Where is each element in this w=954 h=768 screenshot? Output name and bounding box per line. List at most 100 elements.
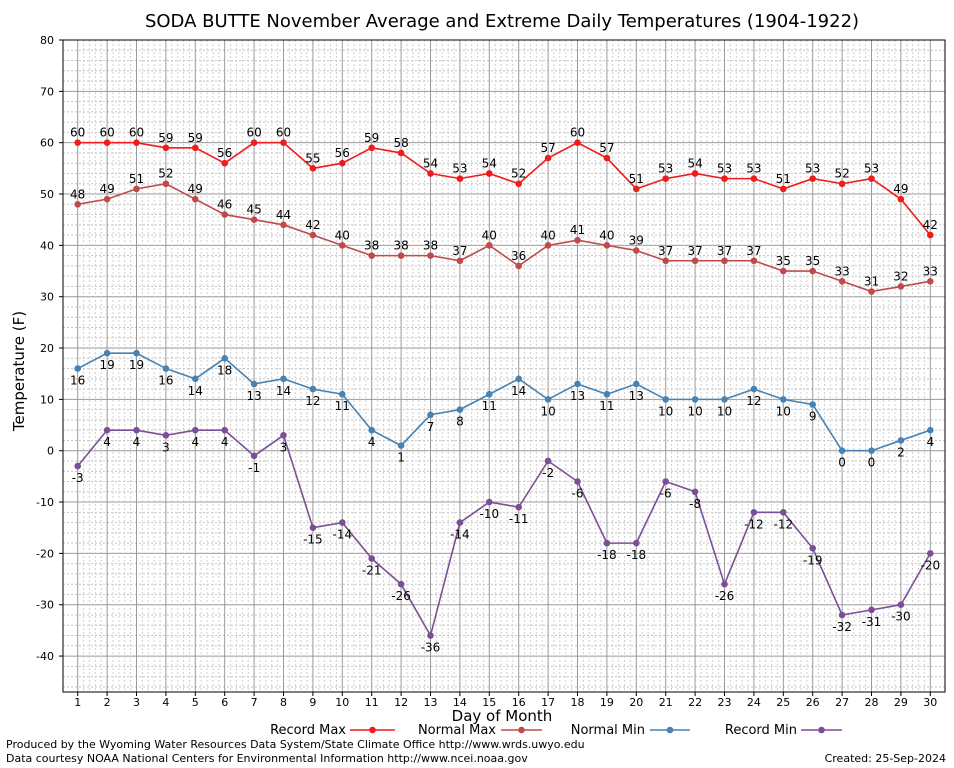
record-max-point	[456, 175, 464, 182]
x-tick-label: 17	[541, 696, 555, 709]
legend-label-record-max: Record Max	[270, 723, 346, 738]
record-min-data-label: 4	[103, 435, 111, 449]
legend-marker-normal-min	[666, 726, 674, 734]
record-min-point	[868, 606, 875, 614]
record-min-data-label: -12	[744, 517, 764, 531]
normal-min-point	[603, 390, 611, 398]
normal-max-data-label: 31	[864, 275, 879, 289]
record-max-data-label: 54	[482, 156, 497, 170]
record-max-data-label: 59	[364, 131, 379, 145]
plot-area-frame	[62, 39, 946, 693]
x-tick-label: 7	[251, 696, 258, 709]
record-min-point	[927, 550, 934, 557]
normal-max-data-label: 37	[687, 244, 702, 258]
record-max-point	[280, 139, 287, 146]
y-tick-label: 80	[40, 34, 54, 47]
record-min-data-label: -14	[450, 528, 470, 542]
record-min-data-label: 4	[191, 435, 199, 449]
record-max-point	[339, 159, 346, 167]
normal-min-point	[133, 349, 140, 357]
record-max-point	[162, 144, 170, 152]
normal-max-point	[662, 257, 669, 265]
normal-min-data-label: 16	[158, 374, 173, 388]
record-max-data-label: 54	[687, 156, 702, 170]
normal-min-point	[544, 396, 552, 403]
y-tick-label: 70	[40, 85, 54, 98]
normal-max-data-label: 35	[776, 254, 791, 268]
x-tick-label: 2	[104, 696, 111, 709]
record-max-data-label: 59	[158, 131, 173, 145]
normal-min-data-label: 12	[305, 394, 320, 408]
record-min-point	[750, 509, 758, 516]
normal-min-point	[809, 401, 816, 408]
record-max-data-label: 60	[276, 126, 291, 140]
record-min-point	[162, 432, 170, 439]
normal-min-point	[250, 380, 258, 388]
record-max-data-label: 42	[923, 218, 938, 232]
record-max-data-label: 54	[423, 156, 438, 170]
normal-max-point	[250, 216, 258, 223]
record-min-data-label: 4	[133, 435, 141, 449]
record-max-data-label: 57	[599, 141, 614, 155]
record-max-data-label: 49	[893, 182, 908, 196]
normal-max-data-label: 42	[305, 218, 320, 232]
record-min-data-label: -19	[803, 553, 823, 567]
x-tick-label: 21	[659, 696, 673, 709]
normal-min-point	[74, 365, 81, 372]
data-labels: 60 60 60 59 59 56 60 60 55 56 59 58 54 53 54 52 57 60 57 51…	[70, 126, 940, 655]
record-max-point	[486, 170, 493, 177]
record-max-point	[515, 180, 522, 188]
normal-min-data-label: 10	[776, 404, 791, 418]
normal-max-point	[339, 242, 346, 249]
normal-max-point	[809, 267, 816, 275]
y-tick-label: -40	[36, 650, 54, 663]
record-max-data-label: 59	[188, 131, 203, 145]
y-tick-label: 10	[40, 393, 54, 406]
normal-max-point	[74, 200, 81, 208]
normal-min-data-label: 11	[482, 399, 497, 413]
record-min-point	[456, 519, 464, 526]
normal-max-data-label: 37	[746, 244, 761, 258]
record-min-point	[250, 452, 258, 460]
record-min-point	[544, 457, 552, 465]
record-max-point	[662, 175, 669, 182]
normal-max-point	[133, 185, 140, 193]
record-max-point	[221, 159, 228, 167]
x-tick-label: 8	[280, 696, 287, 709]
normal-min-point	[368, 426, 376, 434]
normal-max-point	[780, 267, 787, 275]
record-min-data-label: 3	[280, 440, 288, 454]
record-min-data-label: -32	[832, 620, 852, 634]
record-min-data-label: -26	[715, 589, 735, 603]
x-tick-label: 3	[133, 696, 140, 709]
normal-min-data-label: 19	[129, 358, 144, 372]
record-min-data-label: -2	[542, 466, 554, 480]
record-max-point	[544, 154, 552, 162]
record-max-point	[868, 175, 875, 182]
record-max-point	[368, 144, 376, 152]
normal-min-point	[221, 354, 228, 362]
normal-min-data-label: 10	[687, 404, 702, 418]
legend-marker-normal-max	[518, 726, 525, 734]
record-max-point	[574, 139, 581, 146]
record-max-data-label: 52	[834, 167, 849, 181]
normal-min-point	[162, 365, 170, 372]
normal-max-point	[427, 252, 434, 259]
normal-min-point	[780, 396, 787, 403]
normal-min-data-label: 10	[540, 404, 555, 418]
normal-min-data-label: 18	[217, 363, 232, 377]
normal-min-point	[339, 390, 346, 398]
record-min-point	[721, 580, 728, 588]
record-max-data-label: 53	[805, 162, 820, 176]
x-tick-label: 26	[806, 696, 820, 709]
x-tick-label: 18	[571, 696, 585, 709]
normal-max-data-label: 40	[335, 228, 350, 242]
normal-max-point	[633, 247, 640, 254]
normal-min-data-label: 13	[629, 389, 644, 403]
x-tick-label: 4	[162, 696, 169, 709]
normal-max-data-label: 44	[276, 208, 291, 222]
record-min-point	[897, 601, 905, 609]
normal-min-point	[750, 385, 758, 393]
chart-title: SODA BUTTE November Average and Extreme …	[145, 11, 859, 32]
record-max-data-label: 53	[746, 162, 761, 176]
